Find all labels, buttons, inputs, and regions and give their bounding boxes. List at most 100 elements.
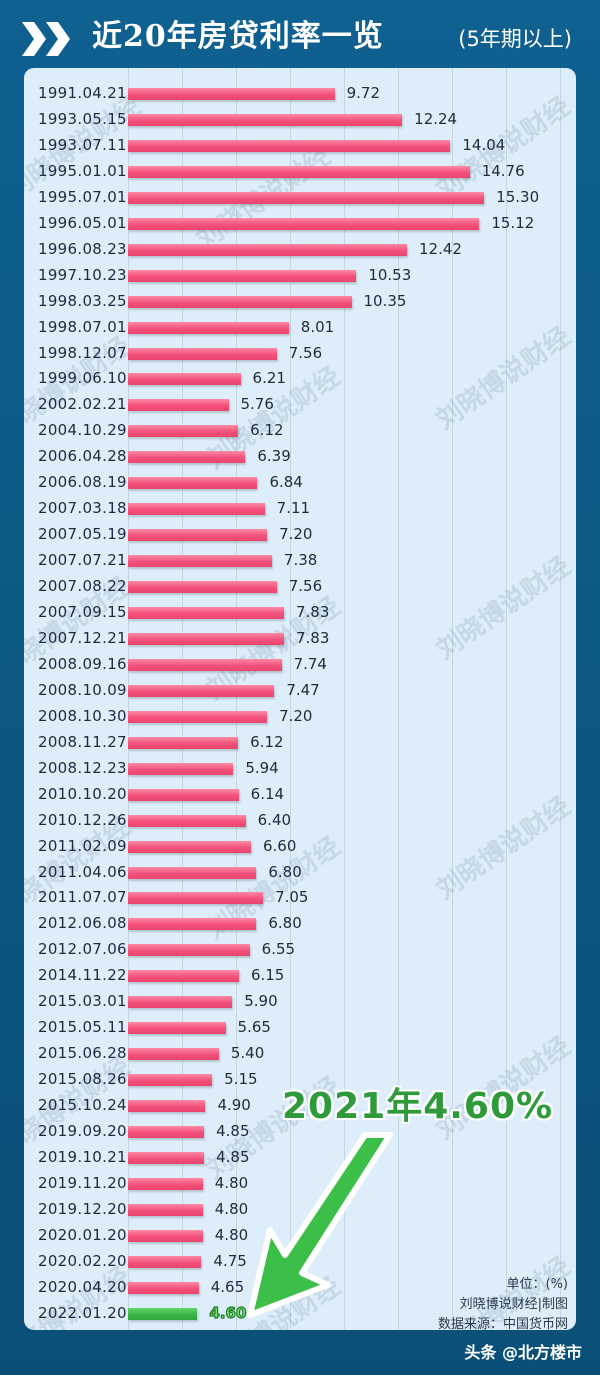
value-label: 4.85: [216, 1147, 250, 1166]
category-label: 2008.12.23: [38, 758, 127, 777]
gridline: [344, 68, 345, 1330]
category-label: 2008.11.27: [38, 732, 127, 751]
category-label: 1993.05.15: [38, 109, 127, 128]
bar-row: 2008.12.23 5.94: [24, 755, 576, 781]
value-label: 4.75: [213, 1251, 247, 1270]
category-label: 2002.02.21: [38, 395, 127, 414]
bar: [128, 1151, 205, 1164]
bar: [128, 191, 485, 204]
gridline: [182, 68, 183, 1330]
bar-row: 2020.04.20 4.65: [24, 1274, 576, 1300]
value-label: 4.80: [214, 1199, 249, 1218]
category-label: 2007.03.18: [38, 499, 127, 518]
bar: [128, 399, 229, 412]
bar-row: 1998.07.01 8.01: [24, 314, 576, 340]
bar: [128, 555, 272, 568]
source-note: 数据来源：中国货币网: [437, 1317, 568, 1332]
bar: [128, 918, 257, 931]
bar: [128, 1255, 202, 1268]
bar-row: 2020.02.20 4.75: [24, 1248, 576, 1274]
bar: [128, 658, 282, 671]
category-label: 1997.10.23: [38, 265, 127, 284]
category-label: 2008.09.16: [38, 654, 127, 673]
value-label: 4.80: [214, 1173, 249, 1192]
value-label: 9.72: [346, 84, 381, 102]
category-label: 1996.05.01: [38, 213, 127, 232]
value-label: 7.20: [279, 706, 313, 725]
value-label: 7.83: [295, 603, 330, 621]
bar: [128, 736, 239, 749]
value-label: 5.90: [244, 992, 278, 1011]
bar-row: 1996.08.23 12.42: [24, 236, 576, 262]
bar: [128, 88, 335, 100]
bar-row: 1998.03.25 10.35: [24, 288, 576, 314]
bar-row: 1996.05.01 15.12: [24, 210, 576, 236]
category-label: 2012.06.08: [38, 914, 127, 933]
bar-row: 2019.09.20 4.85: [24, 1118, 576, 1144]
bar: [128, 607, 284, 619]
bar: [128, 321, 289, 334]
bar: [128, 477, 258, 490]
category-label: 2008.10.09: [38, 680, 127, 699]
bar-row: 1995.07.01 15.30: [24, 184, 576, 210]
value-label: 14.76: [481, 161, 525, 180]
value-label: 6.14: [250, 784, 285, 803]
value-label: 5.76: [240, 395, 274, 414]
bar-row: 2008.10.09 7.47: [24, 677, 576, 703]
category-label: 2008.10.30: [38, 706, 127, 725]
bar-row: 2010.12.26 6.40: [24, 807, 576, 833]
bar-row: 2015.06.28 5.40: [24, 1040, 576, 1066]
category-label: 2007.07.21: [38, 551, 127, 570]
gridline: [560, 68, 561, 1330]
category-label: 2019.12.20: [38, 1199, 127, 1218]
bar-row: 2015.10.24 4.90: [24, 1092, 576, 1118]
value-label: 5.65: [237, 1018, 271, 1037]
value-label: 6.12: [250, 732, 284, 751]
category-label: 2006.08.19: [38, 473, 127, 492]
bar-row: 1999.06.10 6.21: [24, 365, 576, 391]
bar-row: 2015.05.11 5.65: [24, 1014, 576, 1040]
category-label: 2010.12.26: [38, 810, 127, 829]
value-label: 7.20: [279, 525, 313, 544]
bar-row: 2019.11.20 4.80: [24, 1170, 576, 1196]
bar: [128, 269, 357, 282]
value-label: 8.01: [300, 317, 335, 336]
bar-row: 2019.12.20 4.80: [24, 1196, 576, 1222]
bar-row: 2019.10.21 4.85: [24, 1144, 576, 1170]
category-label: 2007.09.15: [38, 603, 127, 621]
category-label: 2015.06.28: [38, 1044, 127, 1063]
value-label: 5.40: [230, 1044, 265, 1063]
bar-row: 2008.09.16 7.74: [24, 651, 576, 677]
bar-row: 2015.08.26 5.15: [24, 1066, 576, 1092]
category-label: 1998.03.25: [38, 291, 127, 310]
bar: [128, 840, 251, 853]
value-label: 7.56: [288, 343, 323, 362]
category-label: 1993.07.11: [38, 135, 127, 154]
bar: [128, 710, 268, 723]
bar: [128, 996, 233, 1009]
bar: [128, 1281, 199, 1294]
bar-row: 2011.04.06 6.80: [24, 859, 576, 885]
category-label: 1995.01.01: [38, 161, 127, 180]
bar-row: 2006.08.19 6.84: [24, 469, 576, 495]
bar-row: 2007.03.18 7.11: [24, 495, 576, 521]
gridline: [236, 68, 237, 1330]
category-label: 1998.12.07: [38, 343, 127, 362]
category-label: 2007.12.21: [38, 628, 127, 647]
value-label: 6.55: [261, 940, 296, 959]
value-label: 12.42: [418, 239, 462, 258]
value-label: 4.80: [214, 1225, 249, 1244]
value-label: 6.39: [257, 447, 291, 466]
bar: [128, 529, 268, 542]
value-label: 6.60: [263, 836, 297, 855]
category-label: 2019.11.20: [38, 1173, 127, 1192]
bar-row: 2007.05.19 7.20: [24, 521, 576, 547]
bar: [128, 788, 239, 801]
bar-row: 2004.10.29 6.12: [24, 417, 576, 443]
value-label: 10.35: [363, 291, 407, 310]
bar: [128, 1074, 213, 1087]
bar: [128, 944, 250, 957]
bar-row: 2007.12.21 7.83: [24, 625, 576, 651]
value-label: 15.12: [491, 213, 535, 232]
bar: [128, 814, 246, 827]
